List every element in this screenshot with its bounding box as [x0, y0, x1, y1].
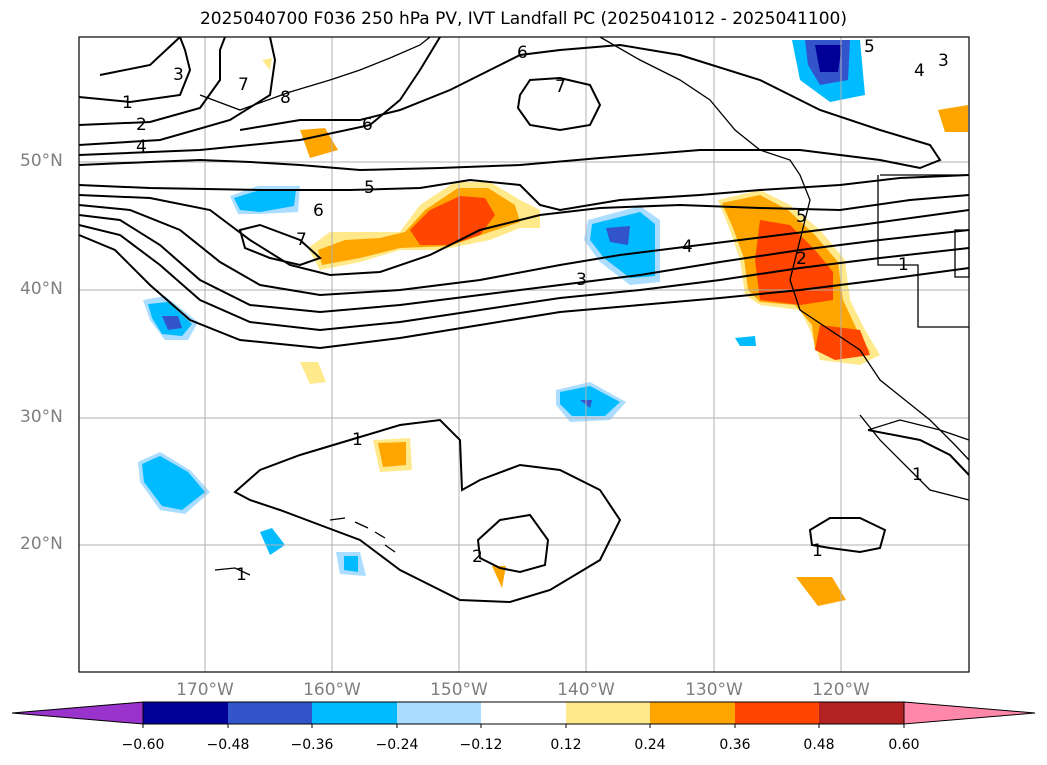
contour-label: 5 — [364, 178, 375, 198]
colorbar-segment — [143, 702, 228, 724]
contour-label: 5 — [796, 207, 807, 227]
lat-label-20n: 20°N — [20, 534, 63, 554]
contour-label: 1 — [352, 430, 363, 450]
colorbar-tick-label: 0.12 — [550, 737, 582, 753]
colorbar-tick-label: −0.36 — [290, 737, 334, 753]
colorbar-segment — [228, 702, 312, 724]
contour-label: 2 — [472, 547, 483, 567]
colorbar-tick-label: 0.60 — [888, 737, 920, 753]
lat-label-50n: 50°N — [20, 151, 63, 171]
colorbar-segment — [397, 702, 481, 724]
pv-contours — [78, 36, 970, 604]
lat-label-30n: 30°N — [20, 407, 63, 427]
contour-label: 4 — [682, 237, 693, 257]
lon-label-140w: 140°W — [557, 680, 615, 700]
contour-label: 6 — [313, 201, 324, 221]
colorbar-tick-label: 0.36 — [719, 737, 751, 753]
contour-label: 3 — [173, 65, 184, 85]
colorbar-segment — [481, 702, 566, 724]
colorbar-tick-label: −0.12 — [459, 737, 503, 753]
contour-label: 5 — [864, 37, 875, 57]
contour-label: 1 — [812, 541, 823, 561]
contour-label: 7 — [555, 77, 566, 97]
colorbar — [11, 701, 1036, 728]
contour-label: 7 — [296, 230, 307, 250]
lon-label-150w: 150°W — [430, 680, 488, 700]
colorbar-tick-label: −0.60 — [121, 737, 165, 753]
contour-label: 1 — [122, 93, 133, 113]
pv-positive-fill — [262, 58, 968, 606]
colorbar-tick-label: 0.48 — [803, 737, 835, 753]
contour-label: 2 — [136, 115, 147, 135]
contour-label: 2 — [796, 249, 807, 269]
contour-labels: 6 7 3 7 8 1 2 4 6 5 6 7 4 3 5 2 1 5 4 3 … — [122, 37, 949, 585]
contour-label: 4 — [914, 61, 925, 81]
colorbar-right-extension — [903, 701, 1036, 725]
colorbar-segment — [735, 702, 819, 724]
colorbar-tick-label: −0.48 — [206, 737, 250, 753]
lon-label-120w: 120°W — [812, 680, 870, 700]
contour-label: 7 — [238, 75, 249, 95]
contour-label: 3 — [938, 51, 949, 71]
colorbar-tick-label: −0.24 — [375, 737, 419, 753]
colorbar-segment — [312, 702, 397, 724]
contour-label: 4 — [136, 137, 147, 157]
colorbar-left-extension — [11, 701, 144, 725]
map-canvas: 6 7 3 7 8 1 2 4 6 5 6 7 4 3 5 2 1 5 4 3 … — [78, 36, 970, 673]
colorbar-segment — [650, 702, 735, 724]
map-frame — [78, 36, 970, 673]
pv-negative-fill — [138, 40, 865, 576]
lon-label-170w: 170°W — [176, 680, 234, 700]
contour-label: 1 — [898, 255, 909, 275]
contour-label: 8 — [280, 88, 291, 108]
colorbar-segment — [819, 702, 904, 724]
contour-label: 6 — [362, 115, 373, 135]
contour-label: 1 — [236, 565, 247, 585]
lon-label-160w: 160°W — [303, 680, 361, 700]
contour-label: 3 — [576, 270, 587, 290]
map-title: 2025040700 F036 250 hPa PV, IVT Landfall… — [199, 9, 847, 29]
lon-label-130w: 130°W — [685, 680, 743, 700]
colorbar-tick-label: 0.24 — [634, 737, 666, 753]
colorbar-segment — [566, 702, 650, 724]
colorbar-outline — [142, 701, 905, 725]
contour-label: 1 — [912, 465, 923, 485]
contour-label: 6 — [517, 43, 528, 63]
lat-label-40n: 40°N — [20, 279, 63, 299]
coastlines — [199, 36, 970, 576]
